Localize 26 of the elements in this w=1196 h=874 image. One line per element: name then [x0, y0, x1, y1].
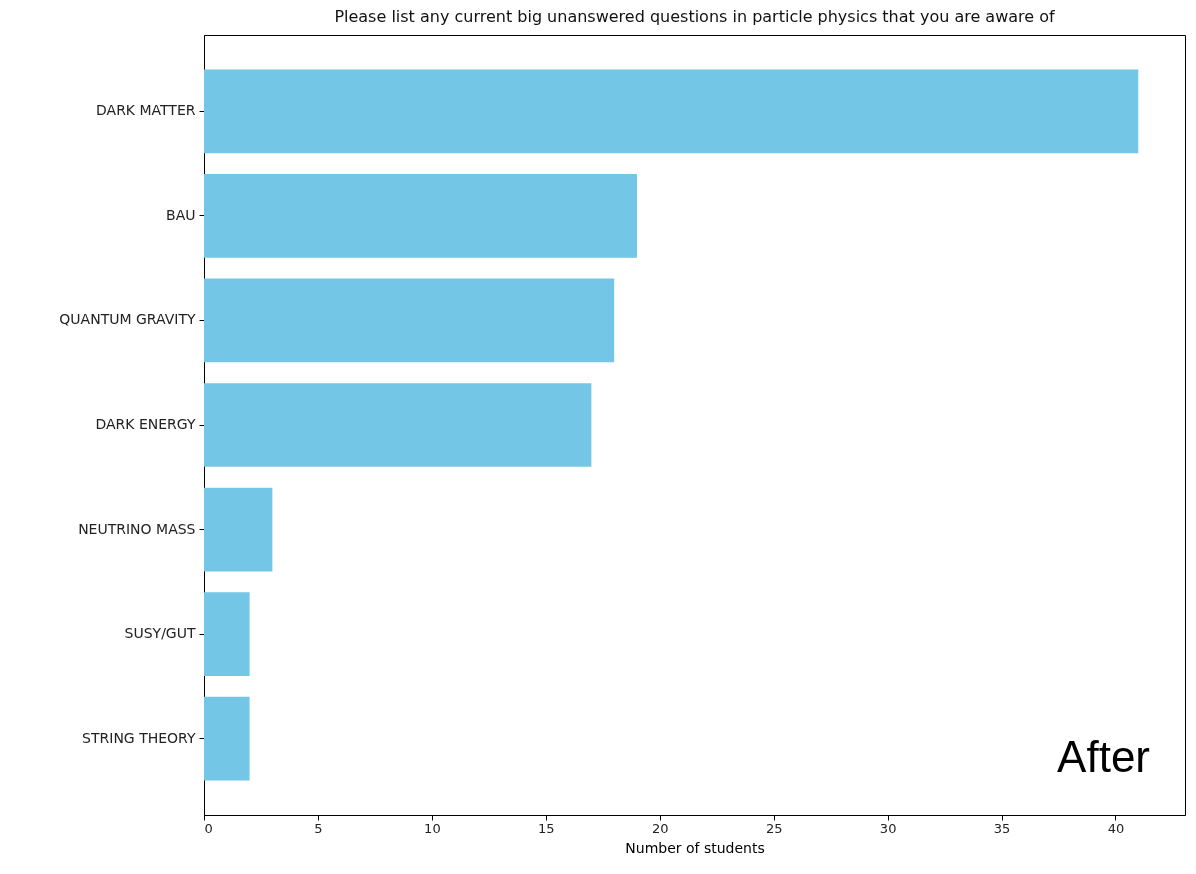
annotation: After [1057, 732, 1150, 782]
x-tick-label: 30 [879, 820, 897, 836]
x-tick-label: 40 [1107, 820, 1125, 836]
bar [204, 383, 592, 467]
x-tick-label: 20 [651, 820, 669, 836]
y-tick-label: SUSY/GUT [124, 625, 196, 642]
bar [204, 696, 250, 781]
x-tick-label: 5 [314, 820, 323, 836]
x-tick-label: 35 [993, 820, 1011, 836]
y-tick-label: BAU [166, 206, 196, 223]
bar [204, 592, 250, 676]
x-tick-label: 0 [204, 820, 213, 836]
y-tick-label: STRING THEORY [82, 729, 196, 746]
x-tick-label: 10 [424, 820, 441, 836]
bar [204, 278, 615, 363]
y-tick-label: QUANTUM GRAVITY [59, 311, 196, 328]
x-tick-label: 15 [538, 820, 555, 836]
x-tick-label: 25 [765, 820, 783, 836]
x-axis-title: Number of students [625, 839, 765, 856]
y-tick-label: DARK MATTER [96, 102, 196, 119]
bar [204, 487, 273, 572]
y-tick-label: NEUTRINO MASS [78, 520, 196, 537]
chart-title: Please list any current big unanswered questions in particle physics that you are aware of [334, 7, 1055, 26]
bar [204, 174, 637, 258]
y-tick-label: DARK ENERGY [95, 416, 196, 432]
bar [204, 69, 1139, 154]
